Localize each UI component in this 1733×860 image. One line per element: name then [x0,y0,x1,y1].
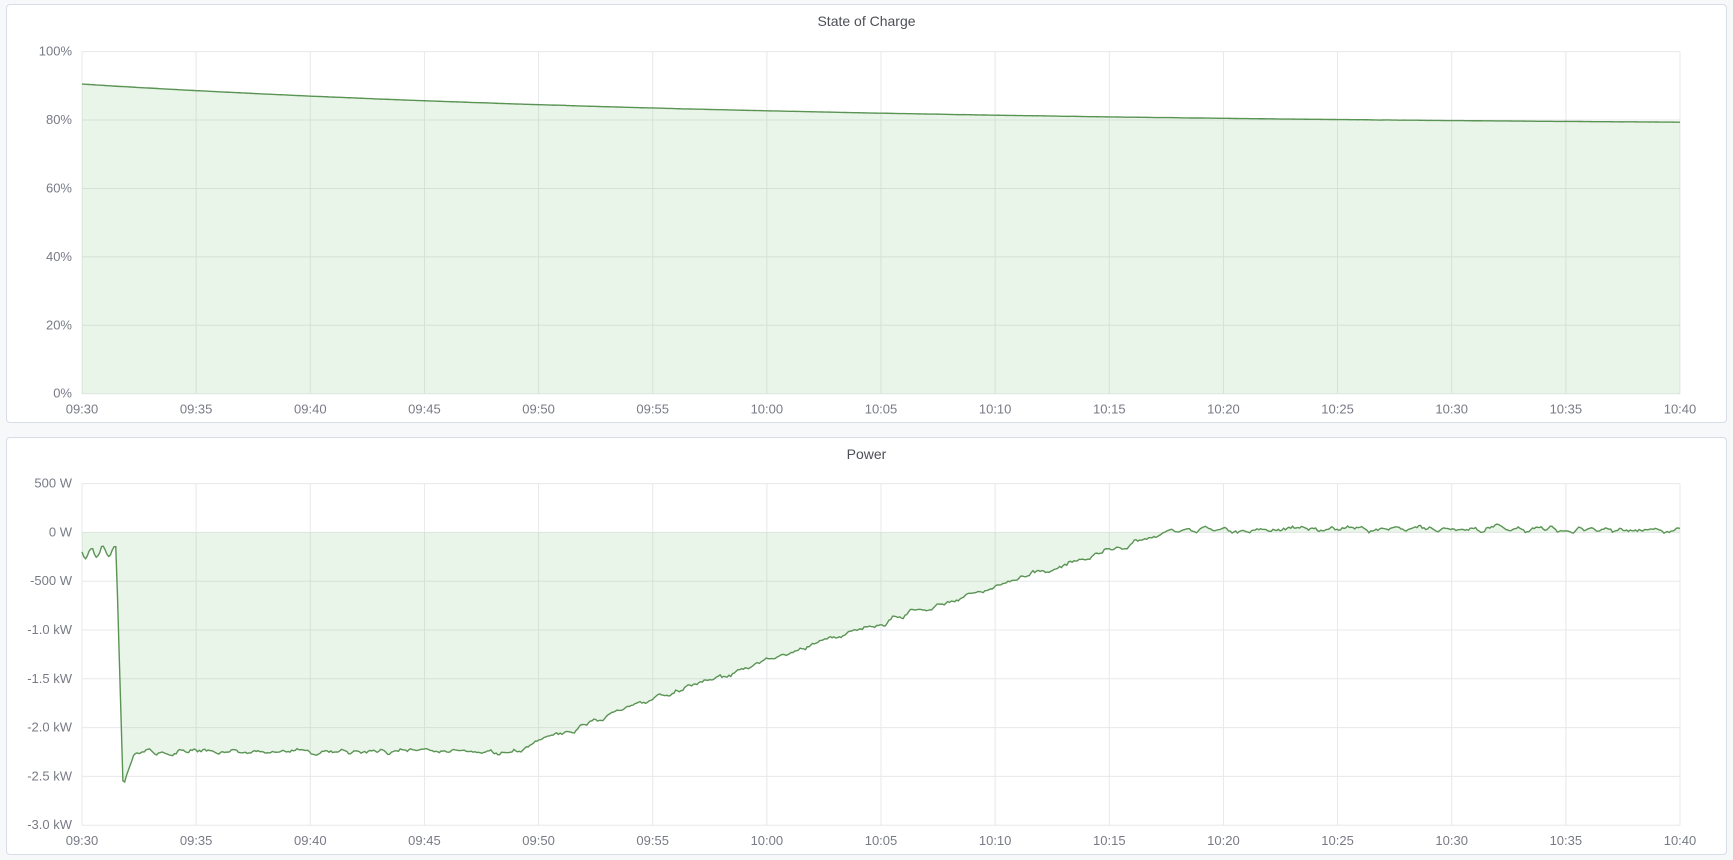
svg-text:10:00: 10:00 [751,833,784,848]
svg-text:40%: 40% [46,249,72,264]
svg-text:10:30: 10:30 [1435,402,1468,417]
svg-text:-3.0 kW: -3.0 kW [27,817,73,832]
svg-text:09:50: 09:50 [522,833,555,848]
svg-text:60%: 60% [46,180,72,195]
svg-text:10:35: 10:35 [1550,402,1583,417]
svg-text:10:20: 10:20 [1207,833,1240,848]
svg-text:-2.5 kW: -2.5 kW [27,768,73,783]
svg-text:10:05: 10:05 [865,833,898,848]
svg-text:-500 W: -500 W [30,573,73,588]
svg-text:09:50: 09:50 [522,402,555,417]
svg-text:09:45: 09:45 [408,402,441,417]
svg-text:10:40: 10:40 [1664,402,1697,417]
svg-text:80%: 80% [46,112,72,127]
svg-text:09:35: 09:35 [180,402,213,417]
svg-text:09:40: 09:40 [294,833,327,848]
svg-text:10:15: 10:15 [1093,833,1126,848]
svg-text:09:35: 09:35 [180,833,213,848]
svg-text:10:05: 10:05 [865,402,898,417]
svg-text:10:25: 10:25 [1321,402,1354,417]
svg-text:10:10: 10:10 [979,833,1012,848]
svg-text:09:30: 09:30 [66,833,99,848]
svg-text:-1.5 kW: -1.5 kW [27,671,73,686]
svg-text:0 W: 0 W [49,524,73,539]
svg-text:09:45: 09:45 [408,833,441,848]
svg-text:500 W: 500 W [34,476,72,491]
svg-text:-2.0 kW: -2.0 kW [27,720,73,735]
svg-text:09:55: 09:55 [636,833,669,848]
svg-text:10:40: 10:40 [1664,833,1697,848]
svg-text:0%: 0% [53,386,72,401]
svg-text:09:55: 09:55 [636,402,669,417]
svg-text:10:00: 10:00 [751,402,784,417]
svg-text:10:10: 10:10 [979,402,1012,417]
svg-text:09:30: 09:30 [66,402,99,417]
svg-text:-1.0 kW: -1.0 kW [27,622,73,637]
svg-text:10:35: 10:35 [1550,833,1583,848]
svg-text:100%: 100% [39,44,73,59]
svg-text:10:30: 10:30 [1435,833,1468,848]
svg-text:09:40: 09:40 [294,402,327,417]
svg-text:10:15: 10:15 [1093,402,1126,417]
svg-text:10:25: 10:25 [1321,833,1354,848]
svg-text:20%: 20% [46,317,72,332]
svg-text:10:20: 10:20 [1207,402,1240,417]
